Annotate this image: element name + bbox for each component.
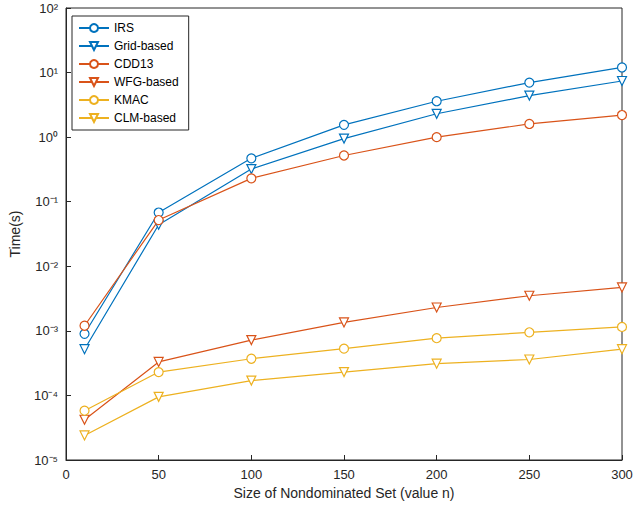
svg-text:Time(s): Time(s): [7, 211, 23, 258]
svg-text:50: 50: [151, 467, 165, 482]
svg-text:300: 300: [611, 467, 633, 482]
svg-text:Grid-based: Grid-based: [114, 39, 173, 53]
svg-text:10⁻¹: 10⁻¹: [35, 194, 58, 209]
svg-text:10⁻⁵: 10⁻⁵: [34, 453, 58, 468]
svg-text:10⁻³: 10⁻³: [35, 323, 58, 338]
svg-text:0: 0: [62, 467, 69, 482]
svg-text:10⁰: 10⁰: [39, 130, 58, 145]
svg-text:10⁻²: 10⁻²: [35, 259, 58, 274]
svg-text:KMAC: KMAC: [114, 93, 149, 107]
svg-text:200: 200: [426, 467, 448, 482]
svg-text:IRS: IRS: [114, 21, 134, 35]
svg-text:CLM-based: CLM-based: [114, 111, 176, 125]
svg-text:WFG-based: WFG-based: [114, 75, 179, 89]
svg-text:Size of Nondominated Set (valu: Size of Nondominated Set (value n): [233, 485, 454, 501]
svg-text:10²: 10²: [39, 1, 58, 16]
svg-text:CDD13: CDD13: [114, 57, 154, 71]
svg-text:100: 100: [240, 467, 262, 482]
svg-text:10¹: 10¹: [39, 65, 58, 80]
svg-text:10⁻⁴: 10⁻⁴: [34, 388, 58, 403]
svg-text:250: 250: [518, 467, 540, 482]
svg-text:150: 150: [333, 467, 355, 482]
